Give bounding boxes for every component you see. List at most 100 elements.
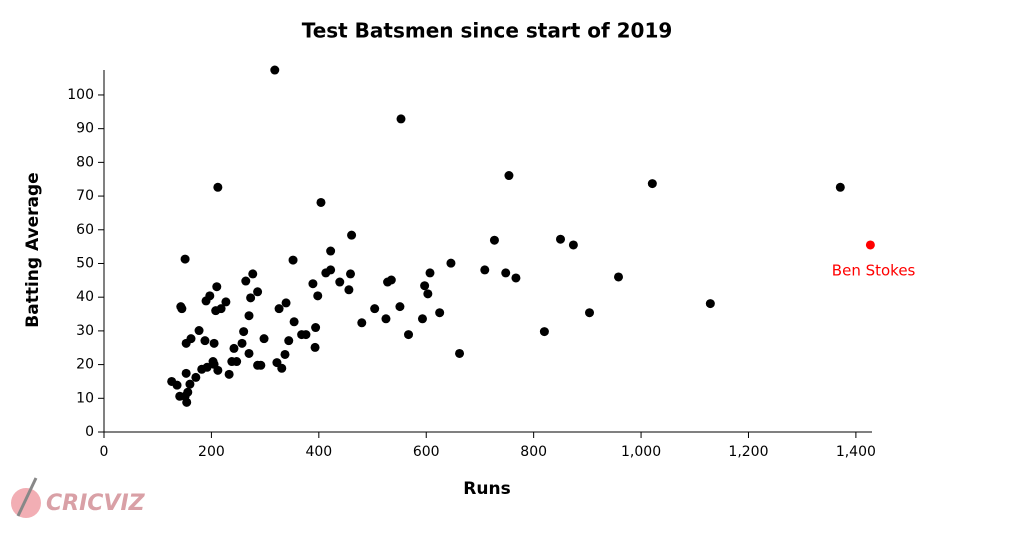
point [232, 357, 242, 367]
point [420, 281, 430, 291]
point [647, 179, 657, 189]
point [172, 380, 182, 390]
point [181, 368, 191, 378]
y-tick-label: 0 [85, 424, 94, 440]
point [191, 372, 201, 382]
point [200, 336, 210, 346]
x-axis-label: Runs [463, 479, 510, 499]
point [202, 362, 212, 372]
point [381, 314, 391, 324]
point [180, 254, 190, 264]
point [216, 304, 226, 314]
point [246, 293, 256, 303]
point [346, 269, 356, 279]
point [213, 365, 223, 375]
point [504, 171, 514, 181]
y-tick-label: 10 [76, 390, 94, 406]
point [357, 318, 367, 328]
x-tick-label: 200 [198, 444, 225, 460]
point [253, 287, 263, 297]
point [480, 265, 490, 275]
point [185, 379, 195, 389]
point [205, 291, 215, 301]
point [539, 327, 549, 337]
point [370, 304, 380, 314]
point [274, 304, 284, 314]
point [239, 327, 249, 337]
point [288, 255, 298, 265]
point [396, 114, 406, 124]
point [281, 298, 291, 308]
point [326, 246, 336, 256]
y-tick-label: 30 [76, 323, 94, 339]
y-tick-label: 50 [76, 255, 94, 271]
point [248, 269, 258, 279]
point [404, 330, 414, 340]
point [311, 323, 321, 333]
point [241, 276, 251, 286]
highlight-point [865, 240, 875, 250]
point [455, 348, 465, 358]
point [386, 275, 396, 285]
point [237, 338, 247, 348]
x-tick-label: 800 [520, 444, 547, 460]
point [556, 234, 566, 244]
point [585, 308, 595, 318]
point [183, 387, 193, 397]
x-tick-label: 600 [413, 444, 440, 460]
point [335, 277, 345, 287]
point [501, 268, 511, 278]
point [511, 273, 521, 283]
logo-bat [16, 477, 38, 517]
point [229, 343, 239, 353]
x-tick-label: 1,400 [836, 444, 876, 460]
point [259, 334, 269, 344]
y-tick-label: 20 [76, 357, 94, 373]
y-tick-label: 80 [76, 154, 94, 170]
point [316, 197, 326, 207]
point [277, 363, 287, 373]
point [213, 182, 223, 192]
point [435, 308, 445, 318]
point [835, 182, 845, 192]
point [395, 302, 405, 312]
x-tick-label: 1,000 [621, 444, 661, 460]
x-tick-label: 400 [305, 444, 332, 460]
chart-title: Test Batsmen since start of 2019 [302, 19, 673, 43]
y-tick-label: 100 [67, 87, 94, 103]
point [301, 330, 311, 340]
point [244, 311, 254, 321]
point [284, 336, 294, 346]
point [244, 348, 254, 358]
point [256, 360, 266, 370]
point [186, 334, 196, 344]
point [310, 342, 320, 352]
highlight-label: Ben Stokes [832, 261, 916, 279]
point [417, 314, 427, 324]
logo-text: CRICVIZ [46, 491, 146, 516]
logo: CRICVIZ [11, 477, 146, 518]
x-tick-label: 0 [100, 444, 109, 460]
x-tick-label: 1,200 [728, 444, 768, 460]
point [705, 299, 715, 309]
point [425, 268, 435, 278]
y-axis-label: Batting Average [23, 172, 43, 327]
point [614, 272, 624, 282]
point [280, 349, 290, 359]
y-tick-label: 60 [76, 222, 94, 238]
point [489, 235, 499, 245]
point [221, 297, 231, 307]
point [446, 258, 456, 268]
y-tick-label: 40 [76, 289, 94, 305]
y-tick-label: 90 [76, 121, 94, 137]
point [224, 369, 234, 379]
y-tick-label: 70 [76, 188, 94, 204]
point [289, 317, 299, 327]
point [344, 285, 354, 295]
point [270, 65, 280, 75]
point [182, 397, 192, 407]
point [212, 282, 222, 292]
point [347, 230, 357, 240]
